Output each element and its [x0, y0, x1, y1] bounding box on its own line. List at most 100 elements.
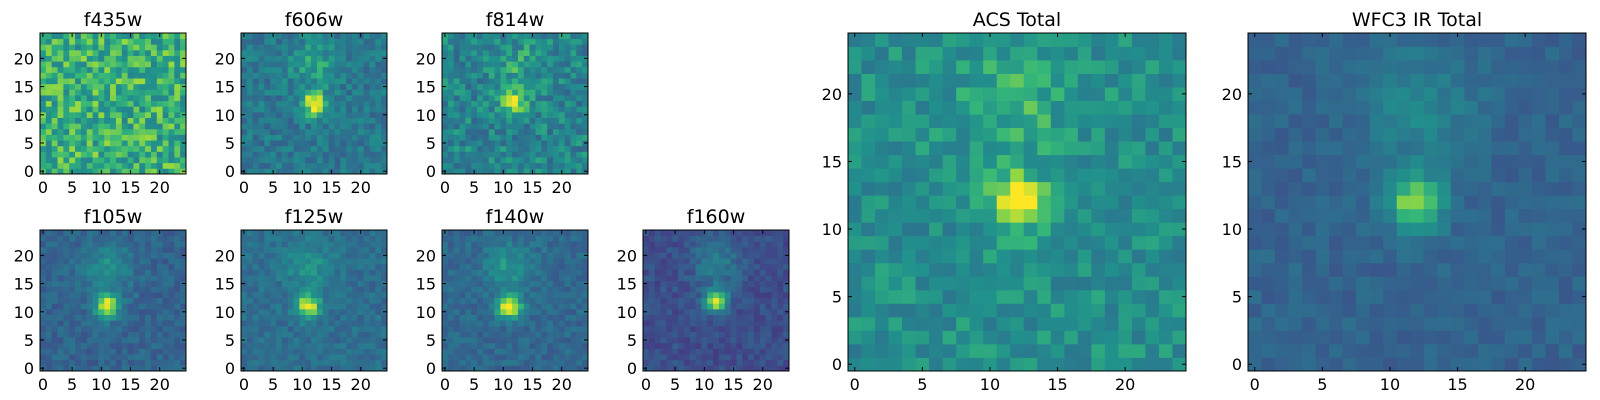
heatmap-cell	[357, 308, 365, 315]
heatmap-cell	[1037, 235, 1052, 250]
heatmap-cell	[969, 235, 984, 250]
heatmap-cell	[570, 140, 577, 147]
heatmap-cell	[293, 252, 300, 259]
heatmap-cell	[1172, 276, 1187, 291]
heatmap-cell	[1050, 235, 1065, 250]
heatmap-cell	[678, 269, 685, 276]
heatmap-cell	[281, 348, 289, 355]
heatmap-cell	[69, 61, 76, 68]
heatmap-cell	[477, 145, 484, 152]
heatmap-cell	[241, 72, 248, 79]
heatmap-cell	[447, 359, 455, 366]
heatmap-cell	[558, 128, 566, 135]
heatmap-cell	[453, 246, 460, 253]
heatmap-cell	[63, 269, 70, 276]
heatmap-cell	[133, 331, 140, 338]
heatmap-cell	[162, 314, 169, 321]
heatmap-cell	[678, 337, 685, 344]
heatmap-cell	[956, 181, 971, 196]
heatmap-cell	[252, 162, 259, 169]
heatmap-cell	[494, 252, 501, 259]
heatmap-cell	[145, 263, 152, 270]
heatmap-cell	[447, 263, 455, 270]
heatmap-cell	[69, 95, 76, 102]
heatmap-cell	[168, 111, 175, 118]
heatmap-cell	[552, 123, 560, 130]
heatmap-cell	[45, 89, 53, 96]
heatmap-cell	[110, 162, 117, 169]
heatmap-cell	[92, 342, 99, 349]
heatmap-cell	[121, 275, 128, 282]
heatmap-cell	[299, 331, 306, 338]
heatmap-cell	[1037, 289, 1052, 304]
heatmap-cell	[80, 337, 88, 344]
heatmap-cell	[276, 230, 283, 237]
heatmap-cell	[517, 292, 525, 299]
heatmap-cell	[162, 303, 169, 310]
heatmap-cell	[287, 286, 294, 293]
heatmap-cell	[299, 145, 306, 152]
heatmap-cell	[281, 230, 289, 237]
heatmap-cell	[346, 72, 353, 79]
heatmap-cell	[180, 66, 187, 73]
heatmap-cell	[742, 308, 749, 315]
heatmap-cell	[759, 292, 767, 299]
heatmap-cell	[86, 134, 93, 141]
heatmap-cell	[541, 72, 548, 79]
heatmap-cell	[552, 359, 560, 366]
heatmap-cell	[252, 292, 259, 299]
heatmap-cell	[956, 289, 971, 304]
heatmap-cell	[523, 365, 530, 372]
heatmap-cell	[252, 230, 259, 237]
heatmap-cell	[730, 269, 737, 276]
heatmap-cell	[996, 168, 1011, 183]
heatmap-cell	[168, 269, 175, 276]
heatmap-cell	[80, 235, 88, 242]
heatmap-cell	[517, 95, 525, 102]
heatmap-cell	[517, 117, 525, 124]
heatmap-cell	[156, 95, 164, 102]
heatmap-cell	[75, 106, 82, 113]
heatmap-cell	[363, 140, 370, 147]
heatmap-cell	[305, 162, 312, 169]
heatmap-cell	[328, 252, 335, 259]
heatmap-cell	[150, 275, 158, 282]
y-tick-label: 10	[617, 303, 637, 322]
heatmap-cell	[1010, 276, 1025, 291]
heatmap-cell	[322, 134, 329, 141]
heatmap-cell	[453, 162, 460, 169]
heatmap-cell	[375, 61, 382, 68]
heatmap-cell	[570, 286, 577, 293]
heatmap-cell	[453, 33, 460, 40]
heatmap-cell	[447, 337, 455, 344]
heatmap-cell	[783, 303, 790, 310]
heatmap-cell	[351, 38, 359, 45]
heatmap-cell	[156, 117, 164, 124]
heatmap-cell	[482, 325, 490, 332]
heatmap-cell	[576, 292, 583, 299]
heatmap-cell	[996, 303, 1011, 318]
heatmap-cell	[316, 230, 324, 237]
heatmap-cell	[453, 286, 460, 293]
heatmap-cell	[258, 314, 265, 321]
heatmap-cell	[121, 337, 128, 344]
heatmap-cell	[695, 342, 702, 349]
heatmap-cell	[110, 297, 117, 304]
panel-title: f105w	[84, 206, 143, 228]
heatmap-cell	[477, 230, 484, 237]
heatmap-cell	[1158, 330, 1173, 345]
heatmap-cell	[139, 297, 146, 304]
heatmap-cell	[69, 331, 76, 338]
heatmap-cell	[340, 128, 347, 135]
heatmap-cell	[334, 354, 341, 361]
heatmap-cell	[552, 325, 560, 332]
heatmap-cell	[287, 106, 294, 113]
heatmap-cell	[346, 117, 353, 124]
heatmap-cell	[558, 140, 566, 147]
heatmap-cell	[736, 348, 743, 355]
heatmap-cell	[156, 123, 164, 130]
heatmap-cell	[759, 314, 767, 321]
heatmap-cell	[75, 83, 82, 90]
heatmap-cell	[512, 359, 519, 366]
heatmap-cell	[759, 331, 767, 338]
